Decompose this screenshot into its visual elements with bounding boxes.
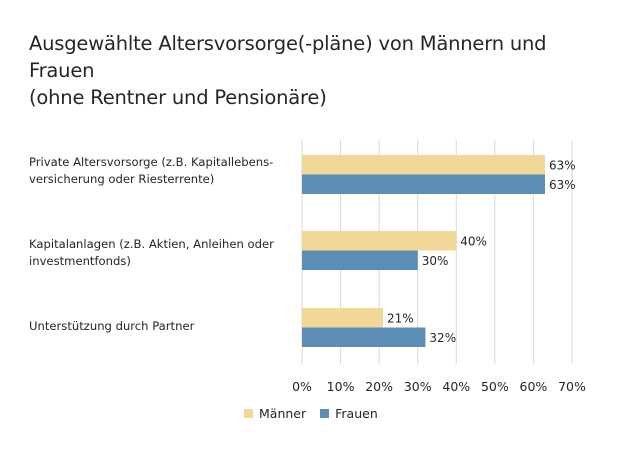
bar-männer-1 [302, 155, 545, 175]
category-label-1: Private Altersvorsorge (z.B. Kapitallebe… [29, 154, 291, 188]
data-label-frauen-1: 63% [549, 178, 576, 192]
x-tick-label-40: 40% [442, 379, 470, 394]
bar-frauen-1 [302, 174, 545, 194]
category-label-1-line-2: versicherung oder Riesterrente) [29, 172, 215, 186]
data-label-männer-1: 63% [549, 158, 576, 172]
bar-frauen-3 [302, 327, 426, 347]
legend-label-maenner: Männer [259, 406, 307, 421]
legend-item-maenner: Männer [244, 406, 306, 421]
chart-title: Ausgewählte Altersvorsorge(-pläne) von M… [29, 30, 609, 111]
chart-title-line-2: (ohne Rentner und Pensionäre) [29, 86, 327, 109]
category-label-3: Unterstützung durch Partner [29, 318, 291, 335]
legend: Männer Frauen [244, 406, 392, 421]
x-tick-label-50: 50% [481, 379, 509, 394]
category-label-2-line-2: investmentfonds) [29, 254, 131, 268]
data-label-männer-3: 21% [387, 311, 414, 325]
category-label-2: Kapitalanlagen (z.B. Aktien, Anleihen od… [29, 236, 291, 270]
category-label-1-line-1: Private Altersvorsorge (z.B. Kapitallebe… [29, 155, 274, 169]
x-tick-label-20: 20% [365, 379, 393, 394]
x-tick-label-0: 0% [292, 379, 312, 394]
x-tick-label-70: 70% [558, 379, 586, 394]
x-tick-label-10: 10% [327, 379, 355, 394]
bar-männer-3 [302, 308, 383, 328]
x-tick-label-60: 60% [520, 379, 548, 394]
bar-frauen-2 [302, 250, 418, 270]
data-label-frauen-2: 30% [422, 254, 449, 268]
bar-männer-2 [302, 231, 457, 251]
legend-swatch-frauen [320, 409, 330, 418]
legend-label-frauen: Frauen [335, 406, 378, 421]
legend-item-frauen: Frauen [320, 406, 378, 421]
x-tick-label-30: 30% [404, 379, 432, 394]
legend-swatch-maenner [244, 409, 253, 418]
category-label-2-line-1: Kapitalanlagen (z.B. Aktien, Anleihen od… [29, 237, 274, 251]
chart-title-line-1: Ausgewählte Altersvorsorge(-pläne) von M… [29, 32, 547, 82]
data-label-männer-2: 40% [460, 234, 487, 248]
category-label-3-line-1: Unterstützung durch Partner [29, 319, 195, 333]
data-label-frauen-3: 32% [429, 331, 456, 345]
